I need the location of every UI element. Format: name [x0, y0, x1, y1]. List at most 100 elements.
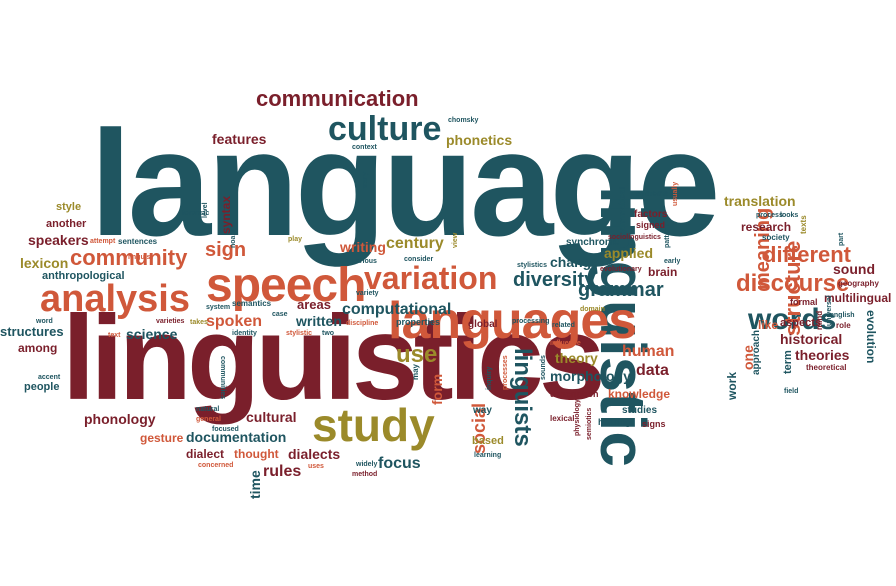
word-global: global: [468, 319, 498, 330]
word-phonetics: phonetics: [446, 132, 513, 148]
word-two: two: [322, 330, 335, 337]
word-speakers: speakers: [28, 232, 89, 248]
word-approach: approach: [751, 329, 762, 375]
word-way: way: [473, 405, 492, 416]
word-sentences: sentences: [118, 237, 158, 246]
word-morphology: morphology: [550, 368, 631, 384]
word-view: view: [452, 232, 459, 248]
word-sounds: sounds: [540, 355, 547, 380]
word-method: method: [352, 471, 378, 478]
word-dialect: dialect: [186, 447, 225, 461]
word-pattern: pattern: [664, 224, 671, 248]
word-another: another: [46, 218, 87, 230]
word-analysis: analysis: [40, 278, 190, 320]
word-texts: texts: [799, 215, 808, 234]
word-theories: theories: [795, 347, 850, 363]
word-rules: rules: [263, 463, 302, 480]
word-people: people: [24, 381, 60, 393]
word-related: related: [552, 322, 575, 329]
word-brain: brain: [648, 265, 678, 279]
word-form: form: [429, 373, 445, 405]
word-diversity: diversity: [513, 269, 596, 291]
word-attempt: attempt: [90, 238, 116, 245]
word-case: case: [272, 311, 288, 318]
word-lexical: lexical: [550, 414, 575, 423]
word-studies: studies: [622, 405, 658, 416]
word-languages: languages: [388, 292, 637, 350]
word-process: process: [756, 212, 783, 219]
word-formal: formal: [790, 297, 818, 307]
word-term: term: [782, 350, 794, 374]
word-aspects: aspects: [780, 317, 821, 329]
word-semantics: semantics: [232, 299, 272, 308]
word-noam: noam: [230, 229, 237, 248]
word-system: system: [206, 304, 231, 311]
word-text: text: [108, 332, 121, 339]
word-evolutionary: evolutionary: [600, 266, 642, 273]
word-like: like: [758, 318, 779, 332]
word-lexicon: lexicon: [20, 255, 69, 271]
word-widely: widely: [356, 461, 378, 468]
word-synchronic: synchronic: [566, 237, 620, 248]
word-historical: historical: [780, 331, 843, 347]
word-computational: computational: [342, 301, 452, 318]
word-communities: communities: [219, 356, 226, 400]
word-written: written: [296, 313, 342, 329]
word-grammar: grammar: [578, 279, 664, 301]
word-forensic: forensic: [182, 210, 210, 217]
word-human: human: [622, 343, 675, 360]
word-word: word: [36, 318, 53, 325]
word-sound: sound: [833, 261, 875, 277]
word-field: field: [784, 388, 799, 395]
word-geography: geography: [838, 279, 879, 288]
word-sociolinguistics: sociolinguistics: [608, 234, 661, 241]
word-semiotics: semiotics: [586, 407, 593, 440]
word-various: various: [352, 258, 377, 265]
word-looks: looks: [780, 212, 799, 219]
word-gesture: gesture: [140, 431, 184, 445]
word-community: community: [70, 245, 188, 270]
word-may: may: [411, 363, 420, 380]
word-universal: universal: [826, 295, 833, 326]
word-evolution: evolution: [864, 310, 878, 364]
word-focus: focus: [378, 455, 421, 472]
word-chomsky: chomsky: [448, 117, 479, 124]
word-varieties: varieties: [156, 318, 185, 325]
word-data: data: [636, 362, 669, 379]
word-part: part: [838, 232, 845, 246]
word-based: based: [472, 435, 504, 447]
word-words: words: [748, 303, 837, 336]
word-description: description: [550, 389, 599, 399]
word-uses: uses: [308, 463, 324, 470]
word-linguists: linguists: [509, 348, 536, 447]
word-science: science: [126, 326, 178, 342]
word-physiology: physiology: [574, 399, 581, 436]
word-dialects: dialects: [288, 446, 341, 462]
word-domain: domain: [580, 306, 605, 313]
word-stylistics: stylistics: [517, 262, 547, 269]
word-context: context: [352, 144, 377, 151]
word-communication: communication: [256, 86, 419, 111]
word-time: time: [247, 470, 263, 499]
word-takes: takes: [190, 319, 208, 326]
word-spoken: spoken: [206, 313, 263, 330]
word-language: language: [90, 99, 720, 267]
word-play: play: [288, 236, 303, 243]
word-signed: signed: [636, 220, 666, 230]
word-role: role: [836, 321, 851, 330]
word-linguist: linguist: [128, 254, 153, 261]
word-stylistic: stylistic: [286, 330, 313, 337]
word-thought: thought: [234, 447, 279, 461]
word-documentation: documentation: [186, 429, 287, 445]
word-linguistics: linguistics: [62, 291, 605, 425]
word-study: study: [312, 399, 435, 451]
word-discourse: discourse: [736, 270, 850, 297]
word-discipline: discipline: [346, 320, 379, 327]
word-phonology: phonology: [84, 411, 156, 427]
word-focused: focused: [212, 426, 239, 433]
word-work: work: [725, 371, 739, 400]
word-change: change: [550, 254, 600, 270]
word-cultural: cultural: [246, 409, 297, 425]
word-accent: accent: [38, 374, 61, 381]
word-theoretical: theoretical: [806, 363, 847, 372]
